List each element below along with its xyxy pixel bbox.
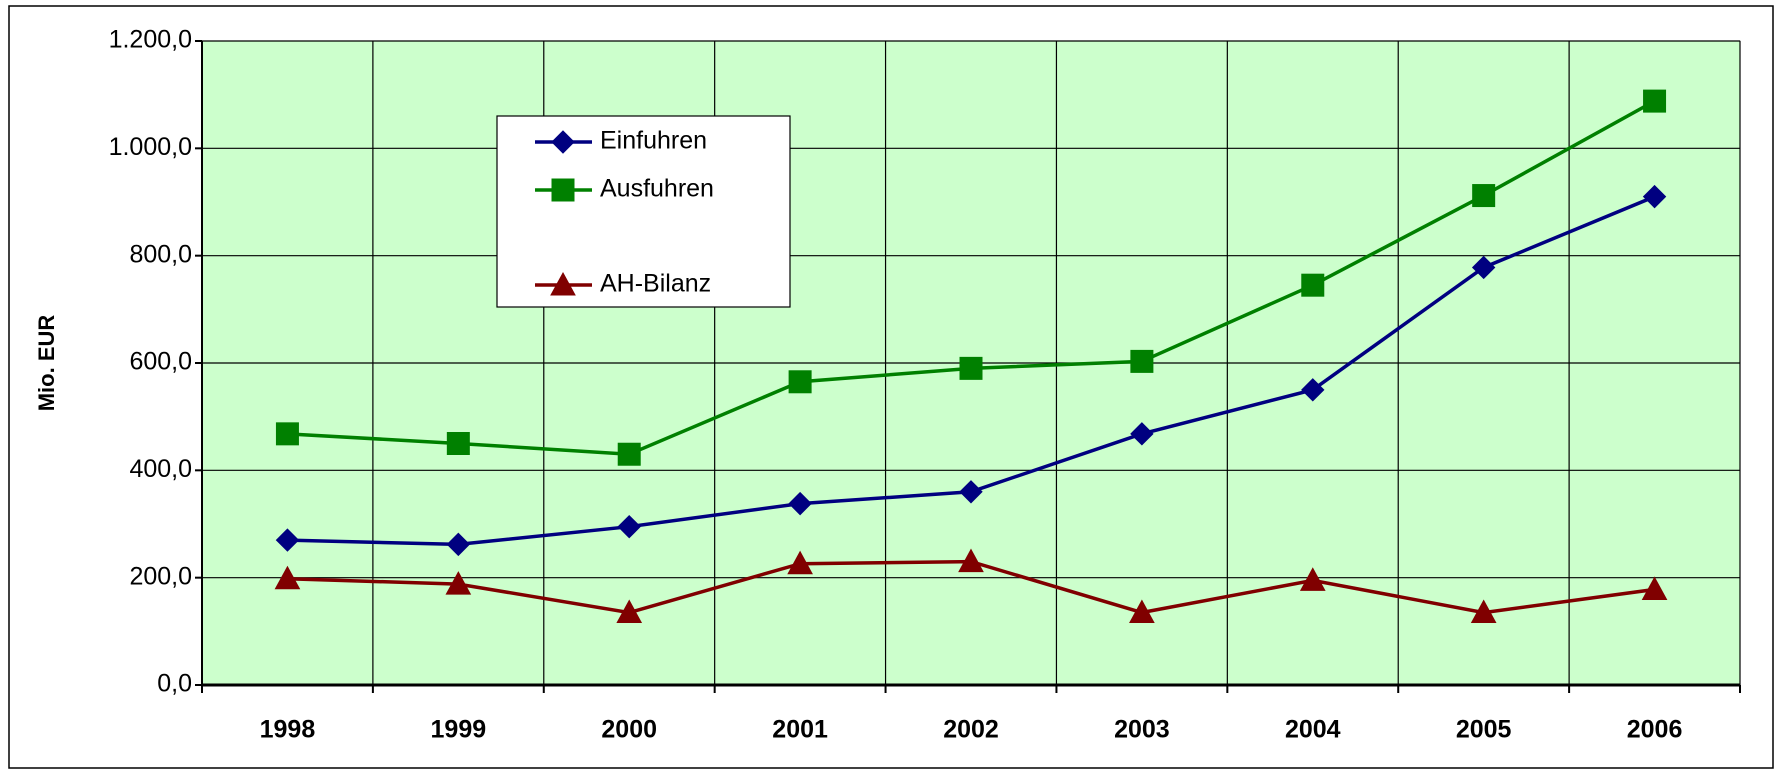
y-tick-label: 800,0: [129, 240, 192, 268]
marker: [787, 550, 813, 575]
marker: [617, 514, 641, 539]
marker: [616, 599, 643, 624]
marker: [958, 548, 984, 573]
x-tick-label: 2004: [1285, 716, 1341, 744]
x-tick-label: 2001: [772, 716, 828, 744]
x-tick-label: 2000: [601, 716, 657, 744]
marker: [959, 356, 983, 380]
marker: [275, 422, 299, 446]
y-tick-label: 1.000,0: [109, 133, 192, 161]
marker: [1299, 567, 1326, 591]
marker: [788, 370, 812, 394]
legend-label: Ausfuhren: [600, 175, 714, 203]
marker: [1130, 422, 1154, 446]
x-tick-label: 1999: [431, 716, 487, 744]
marker: [551, 178, 575, 202]
y-axis-label: Mio. EUR: [34, 315, 59, 412]
legend-label: AH-Bilanz: [600, 270, 711, 298]
legend-box: [496, 115, 791, 308]
marker: [1470, 599, 1497, 624]
y-tick-label: 200,0: [129, 562, 192, 590]
y-tick-label: 600,0: [129, 348, 192, 376]
marker: [617, 442, 641, 466]
x-tick-label: 2003: [1114, 716, 1170, 744]
x-tick-label: 1998: [260, 716, 316, 744]
marker: [446, 532, 471, 557]
y-tick-label: 1.200,0: [109, 26, 192, 54]
x-tick-label: 2006: [1627, 716, 1683, 744]
marker: [551, 130, 575, 154]
marker: [1642, 184, 1667, 209]
legend: Einfuhren Ausfuhren AH-Bilanz: [496, 115, 791, 308]
marker: [274, 565, 301, 590]
marker: [1129, 599, 1155, 624]
marker: [445, 571, 472, 595]
legend-label: Einfuhren: [600, 127, 707, 155]
marker: [1471, 255, 1496, 280]
marker: [1301, 273, 1325, 297]
y-tick-label: 0,0: [157, 670, 192, 698]
y-tick-label: 400,0: [129, 455, 192, 483]
marker: [446, 432, 470, 455]
marker: [275, 528, 300, 552]
marker: [959, 480, 983, 504]
marker: [550, 271, 576, 296]
x-tick-label: 2005: [1456, 716, 1512, 744]
marker: [1643, 89, 1667, 113]
marker: [1301, 378, 1325, 402]
x-tick-label: 2002: [943, 716, 999, 744]
marker: [788, 491, 812, 516]
marker: [1641, 576, 1668, 600]
marker: [1472, 184, 1496, 208]
marker: [1130, 349, 1154, 373]
